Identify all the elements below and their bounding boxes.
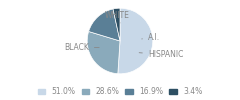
Wedge shape	[89, 9, 120, 41]
Wedge shape	[87, 32, 120, 74]
Text: HISPANIC: HISPANIC	[139, 50, 183, 59]
Wedge shape	[118, 8, 153, 74]
Legend: 51.0%, 28.6%, 16.9%, 3.4%: 51.0%, 28.6%, 16.9%, 3.4%	[38, 87, 202, 96]
Text: A.I.: A.I.	[142, 33, 160, 42]
Text: BLACK: BLACK	[64, 43, 99, 52]
Text: WHITE: WHITE	[105, 11, 130, 23]
Wedge shape	[113, 8, 120, 41]
